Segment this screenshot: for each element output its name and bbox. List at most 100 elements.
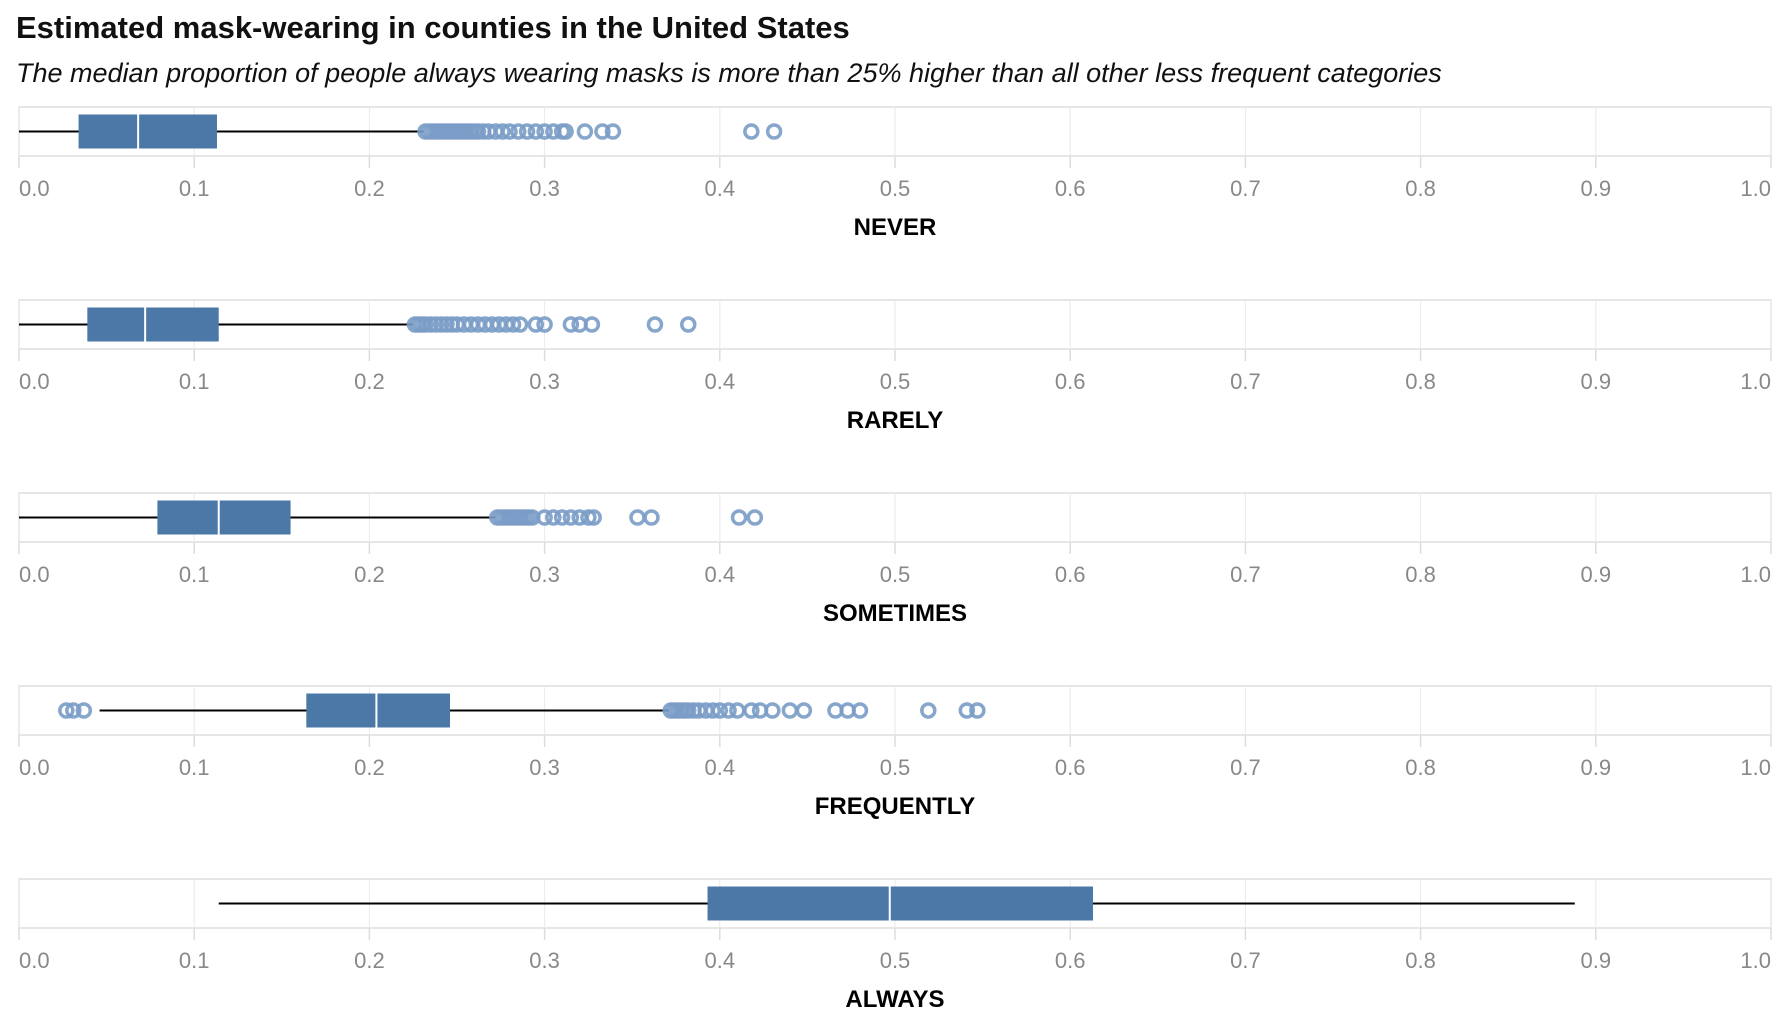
x-tick-label: 0.3	[529, 176, 560, 201]
x-tick-label: 0.4	[705, 176, 736, 201]
x-tick-label: 0.3	[529, 755, 560, 780]
x-tick-label: 0.9	[1581, 562, 1612, 587]
x-tick-label: 0.6	[1055, 562, 1086, 587]
outlier-point	[427, 316, 445, 333]
outlier-point	[580, 509, 597, 526]
box-frequently	[306, 693, 450, 728]
x-tick-label: 0.9	[1581, 369, 1612, 394]
outlier-point	[553, 509, 571, 526]
axis-title-always: ALWAYS	[845, 986, 944, 1013]
x-tick-label: 0.6	[1055, 755, 1086, 780]
outlier-point	[920, 702, 937, 719]
x-tick-label: 0.2	[354, 755, 385, 780]
x-tick-label: 0.8	[1405, 176, 1436, 201]
x-tick-label: 1.0	[1740, 562, 1771, 587]
outlier-point	[438, 316, 455, 333]
axis-title-rarely: RARELY	[847, 407, 943, 434]
outlier-point	[743, 123, 760, 140]
x-tick-label: 0.0	[19, 176, 50, 201]
x-tick-label: 1.0	[1740, 176, 1771, 201]
x-tick-label: 0.4	[705, 369, 736, 394]
x-tick-label: 0.0	[19, 369, 50, 394]
x-tick-label: 0.4	[705, 755, 736, 780]
chart-title: Estimated mask-wearing in counties in th…	[16, 10, 850, 45]
outlier-point	[536, 123, 553, 140]
box-always	[707, 886, 1093, 921]
x-tick-label: 0.1	[179, 369, 210, 394]
x-tick-label: 0.5	[880, 176, 911, 201]
outlier-point	[422, 316, 439, 333]
x-tick-label: 0.6	[1055, 948, 1086, 973]
outlier-point	[562, 316, 580, 333]
x-tick-label: 0.2	[354, 176, 385, 201]
outlier-point	[432, 316, 450, 333]
outlier-point	[730, 509, 748, 526]
outlier-point	[680, 316, 697, 333]
outlier-point	[511, 316, 529, 333]
outlier-point	[536, 316, 553, 333]
outlier-point	[527, 123, 545, 140]
x-tick-label: 0.8	[1405, 755, 1436, 780]
x-tick-label: 0.3	[529, 369, 560, 394]
x-tick-label: 0.6	[1055, 369, 1086, 394]
outlier-point	[545, 509, 562, 526]
x-tick-label: 0.8	[1405, 948, 1436, 973]
outlier-point	[795, 702, 813, 719]
outlier-point	[729, 702, 746, 719]
outlier-point	[518, 123, 536, 140]
outlier-point	[562, 509, 580, 526]
x-tick-label: 0.0	[19, 948, 50, 973]
axis-title-never: NEVER	[854, 214, 937, 241]
box-never	[78, 114, 217, 149]
box-rarely	[87, 307, 219, 342]
x-tick-label: 1.0	[1740, 755, 1771, 780]
x-tick-label: 0.1	[179, 755, 210, 780]
outlier-point	[746, 509, 764, 526]
x-tick-label: 0.9	[1581, 176, 1612, 201]
outlier-point	[494, 123, 511, 140]
outlier-point	[765, 123, 783, 140]
outlier-point	[576, 123, 594, 140]
outlier-point	[536, 509, 553, 526]
box-sometimes	[157, 500, 291, 535]
x-tick-label: 0.1	[179, 948, 210, 973]
x-tick-label: 0.3	[529, 562, 560, 587]
x-tick-label: 0.9	[1581, 755, 1612, 780]
x-tick-label: 0.7	[1230, 948, 1261, 973]
x-tick-label: 0.3	[529, 948, 560, 973]
outlier-point	[557, 123, 574, 140]
outlier-point	[594, 123, 611, 140]
axis-title-sometimes: SOMETIMES	[823, 600, 967, 627]
x-tick-label: 0.5	[880, 948, 911, 973]
x-tick-label: 0.1	[179, 562, 210, 587]
outlier-point	[469, 123, 487, 140]
x-tick-label: 0.1	[179, 176, 210, 201]
outlier-point	[711, 702, 729, 719]
x-tick-label: 0.0	[19, 755, 50, 780]
x-tick-label: 0.9	[1581, 948, 1612, 973]
outlier-point	[958, 702, 976, 719]
x-tick-label: 0.2	[354, 369, 385, 394]
outlier-point	[969, 702, 986, 719]
x-tick-label: 0.5	[880, 369, 911, 394]
x-tick-label: 0.5	[880, 562, 911, 587]
outlier-point	[527, 316, 545, 333]
outlier-point	[851, 702, 869, 719]
x-tick-label: 1.0	[1740, 948, 1771, 973]
x-tick-label: 0.7	[1230, 369, 1261, 394]
outlier-point	[583, 316, 601, 333]
outlier-point	[417, 316, 434, 333]
outlier-point	[58, 702, 75, 719]
outlier-point	[704, 702, 722, 719]
outlier-point	[646, 316, 664, 333]
outlier-point	[585, 509, 602, 526]
outlier-point	[504, 316, 522, 333]
outlier-point	[680, 702, 697, 719]
x-tick-label: 0.2	[354, 562, 385, 587]
x-tick-label: 0.6	[1055, 176, 1086, 201]
axis-title-frequently: FREQUENTLY	[815, 793, 975, 820]
x-tick-label: 0.7	[1230, 176, 1261, 201]
outlier-point	[629, 509, 646, 526]
outlier-point	[65, 702, 82, 719]
